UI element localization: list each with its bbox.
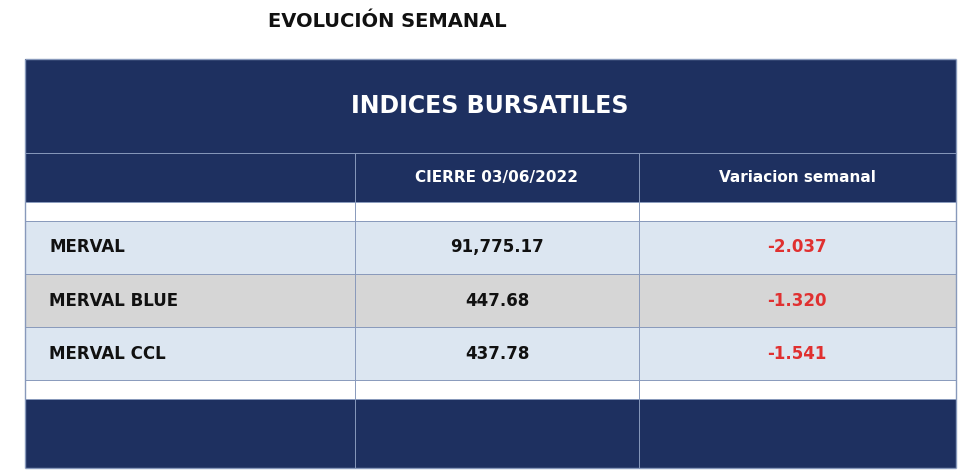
Text: -1.320: -1.320 [767, 291, 827, 309]
Bar [24, 380, 956, 399]
Bar [24, 59, 956, 153]
Text: Variacion semanal: Variacion semanal [718, 170, 876, 185]
Text: 437.78: 437.78 [465, 345, 529, 363]
Text: INDICES BURSATILES: INDICES BURSATILES [351, 94, 629, 118]
Text: EVOLUCIÓN SEMANAL: EVOLUCIÓN SEMANAL [268, 12, 507, 31]
Text: CIERRE 03/06/2022: CIERRE 03/06/2022 [416, 170, 578, 185]
Bar [24, 202, 956, 221]
Bar [24, 59, 956, 468]
Text: MERVAL CCL: MERVAL CCL [49, 345, 166, 363]
Bar [24, 59, 956, 468]
Text: -2.037: -2.037 [767, 238, 827, 256]
Bar [24, 153, 956, 202]
Text: MERVAL: MERVAL [49, 238, 124, 256]
Text: 91,775.17: 91,775.17 [450, 238, 544, 256]
Bar [24, 221, 956, 274]
Bar [24, 399, 956, 468]
Text: MERVAL BLUE: MERVAL BLUE [49, 291, 178, 309]
Bar [24, 327, 956, 380]
Bar [24, 274, 956, 327]
Text: 447.68: 447.68 [465, 291, 529, 309]
Text: -1.541: -1.541 [767, 345, 827, 363]
